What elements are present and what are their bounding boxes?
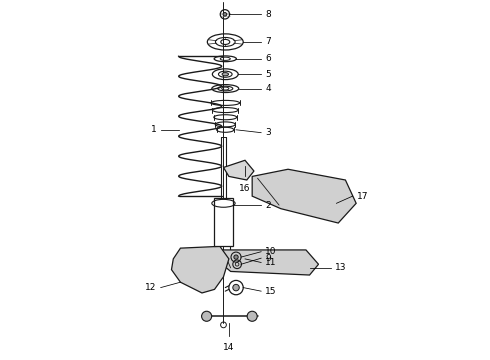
Text: 11: 11	[266, 258, 277, 267]
Text: 17: 17	[357, 192, 368, 201]
Circle shape	[233, 284, 239, 291]
Text: 15: 15	[266, 287, 277, 296]
Text: 5: 5	[266, 70, 271, 79]
Text: 12: 12	[145, 283, 156, 292]
Text: 6: 6	[266, 54, 271, 63]
Text: 14: 14	[223, 343, 235, 352]
Polygon shape	[220, 250, 318, 275]
Text: 8: 8	[266, 10, 271, 19]
Text: 10: 10	[266, 247, 277, 256]
Text: 3: 3	[266, 128, 271, 137]
Text: 9: 9	[266, 254, 271, 263]
FancyBboxPatch shape	[214, 198, 233, 246]
Text: 7: 7	[266, 37, 271, 46]
Text: 4: 4	[266, 84, 271, 93]
Text: 13: 13	[335, 264, 347, 273]
Ellipse shape	[222, 73, 228, 76]
Polygon shape	[252, 169, 356, 223]
Polygon shape	[223, 160, 254, 180]
Polygon shape	[172, 246, 229, 293]
Circle shape	[201, 311, 212, 321]
Circle shape	[234, 255, 238, 259]
Text: 2: 2	[266, 201, 271, 210]
Text: 1: 1	[150, 125, 156, 134]
Circle shape	[247, 311, 257, 321]
Circle shape	[223, 13, 227, 16]
Text: 16: 16	[239, 184, 251, 193]
